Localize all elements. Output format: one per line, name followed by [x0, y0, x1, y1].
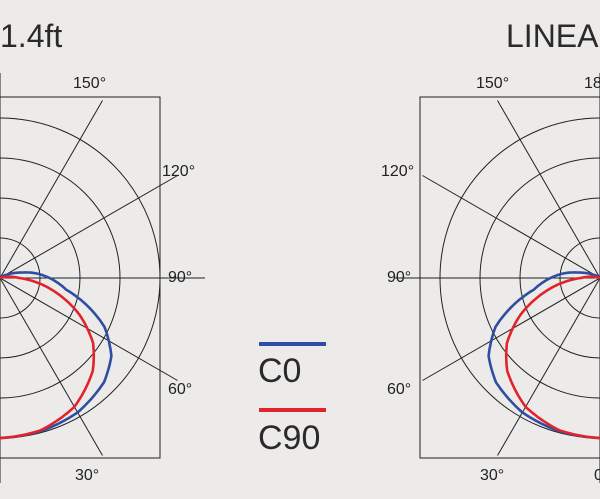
- right-radial-150: [497, 100, 600, 280]
- left-tick-30: 30°: [75, 467, 99, 484]
- left-radial-120: [0, 175, 178, 279]
- right-tick-30: 30°: [480, 467, 504, 484]
- right-tick-180-partial: 18: [584, 75, 600, 92]
- right-tick-120: 120°: [381, 163, 414, 180]
- left-tick-120: 120°: [162, 163, 195, 180]
- legend: C0 C90: [258, 342, 326, 457]
- left-radial-150: [0, 100, 103, 280]
- right-chart-title: LINEA: [506, 18, 599, 54]
- right-radial-60: [422, 277, 600, 381]
- left-tick-90: 90°: [168, 269, 192, 286]
- left-chart-title: 1.4ft: [0, 18, 62, 54]
- left-series-c90-curve: [0, 275, 96, 440]
- left-tick-150: 150°: [73, 75, 106, 92]
- right-radial-30: [497, 277, 600, 456]
- right-series-c0-curve: [487, 271, 600, 440]
- right-tick-150: 150°: [476, 75, 509, 92]
- right-polar-chart: LINEA 150° 18 120° 90° 60° 30° 0: [381, 18, 600, 484]
- left-series-c0-curve: [0, 271, 113, 440]
- right-radial-120: [422, 175, 600, 279]
- left-radial-30: [0, 277, 103, 456]
- left-radial-60: [0, 277, 178, 381]
- legend-label-c0: C0: [258, 352, 301, 390]
- legend-label-c90: C90: [258, 419, 320, 457]
- right-tick-60: 60°: [387, 381, 411, 398]
- left-tick-60: 60°: [168, 381, 192, 398]
- right-series-c90-curve: [504, 275, 600, 440]
- left-polar-chart: 1.4ft 150° 120° 90° 60° 30°: [0, 18, 205, 484]
- right-tick-0-partial: 0: [594, 467, 600, 484]
- right-tick-90: 90°: [387, 269, 411, 286]
